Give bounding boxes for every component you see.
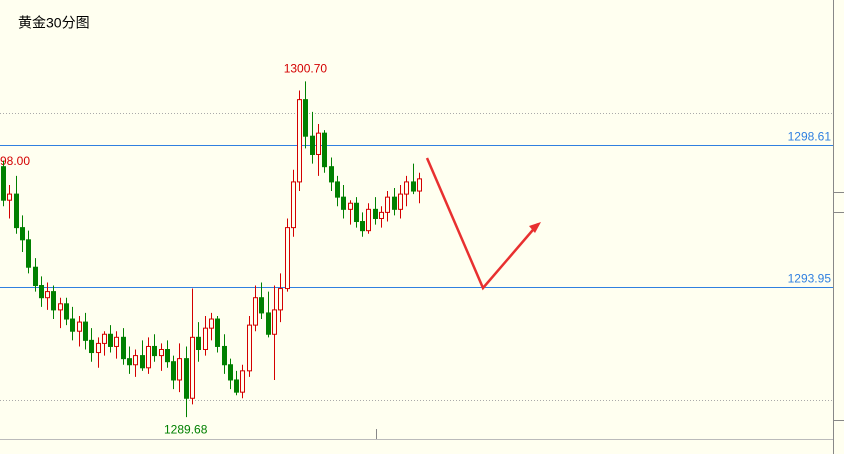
candle-body	[234, 379, 239, 393]
annotation: 98.00	[0, 154, 30, 168]
candle-body	[373, 208, 378, 219]
candle-body	[152, 345, 157, 357]
candle-body	[14, 193, 19, 229]
candle-body	[322, 132, 327, 168]
candle-body	[108, 333, 113, 347]
candle-body	[1, 166, 6, 201]
candle-body	[177, 358, 182, 381]
candle-body	[247, 324, 252, 372]
candle-body	[140, 355, 145, 369]
candle-body	[303, 99, 308, 137]
candle-body	[291, 181, 296, 229]
candle-body	[96, 342, 101, 354]
candle-body	[89, 339, 94, 354]
candle-body	[297, 99, 302, 183]
candle-body	[385, 196, 390, 213]
extreme-label: 1300.70	[284, 62, 328, 76]
candle-body	[196, 336, 201, 351]
candle-body	[411, 181, 416, 192]
candle-body	[70, 318, 75, 332]
candle-body	[392, 196, 397, 210]
candle-body	[398, 193, 403, 210]
candle-body	[58, 303, 63, 311]
candle-body	[329, 166, 334, 183]
candle-body	[190, 336, 195, 399]
candle-body	[360, 221, 365, 232]
candle-body	[83, 321, 88, 341]
candle-body	[26, 239, 31, 268]
candle-body	[165, 349, 170, 363]
candle-body	[39, 285, 44, 299]
candle-body	[102, 333, 107, 344]
candle-body	[272, 309, 277, 335]
candle-body	[20, 227, 25, 241]
candle-body	[209, 318, 214, 329]
candle-body	[278, 288, 283, 311]
candle-body	[77, 321, 82, 332]
candle-body	[51, 291, 56, 311]
candle-body	[215, 318, 220, 347]
candle-body	[310, 135, 315, 155]
candle-body	[127, 358, 132, 366]
candle-body	[159, 349, 164, 357]
candle-body	[285, 227, 290, 290]
candle-body	[341, 196, 346, 210]
candle-body	[114, 336, 119, 347]
candle-body	[253, 297, 258, 326]
candle-body	[222, 345, 227, 366]
candle-body	[404, 181, 409, 195]
candle-body	[171, 361, 176, 381]
candle-body	[348, 202, 353, 210]
arrow-head	[529, 222, 541, 233]
candle-body	[203, 327, 208, 351]
price-line-label: 1298.61	[788, 130, 832, 144]
candle-body	[33, 266, 38, 287]
candle-body	[354, 202, 359, 223]
price-line-label: 1293.95	[788, 272, 832, 286]
extreme-label: 1289.68	[164, 422, 208, 436]
candle-body	[7, 193, 12, 201]
candle-body	[316, 132, 321, 155]
candle-body	[133, 355, 138, 366]
candle-body	[335, 181, 340, 198]
forecast-arrow	[425, 157, 539, 291]
candle-body	[266, 312, 271, 335]
candle-body	[228, 364, 233, 381]
candle-body	[45, 291, 50, 299]
candle-body	[146, 345, 151, 369]
candle-body	[64, 303, 69, 320]
candle-body	[184, 358, 189, 399]
candle-body	[417, 178, 422, 192]
candle-body	[259, 297, 264, 314]
candle-body	[366, 208, 371, 232]
candle-body	[379, 211, 384, 219]
candle-body	[240, 370, 245, 393]
chart-title: 黄金30分图	[18, 15, 90, 31]
candle-body	[121, 336, 126, 360]
plot: 1298.61 1293.95 1300.70 1289.68	[0, 62, 833, 436]
